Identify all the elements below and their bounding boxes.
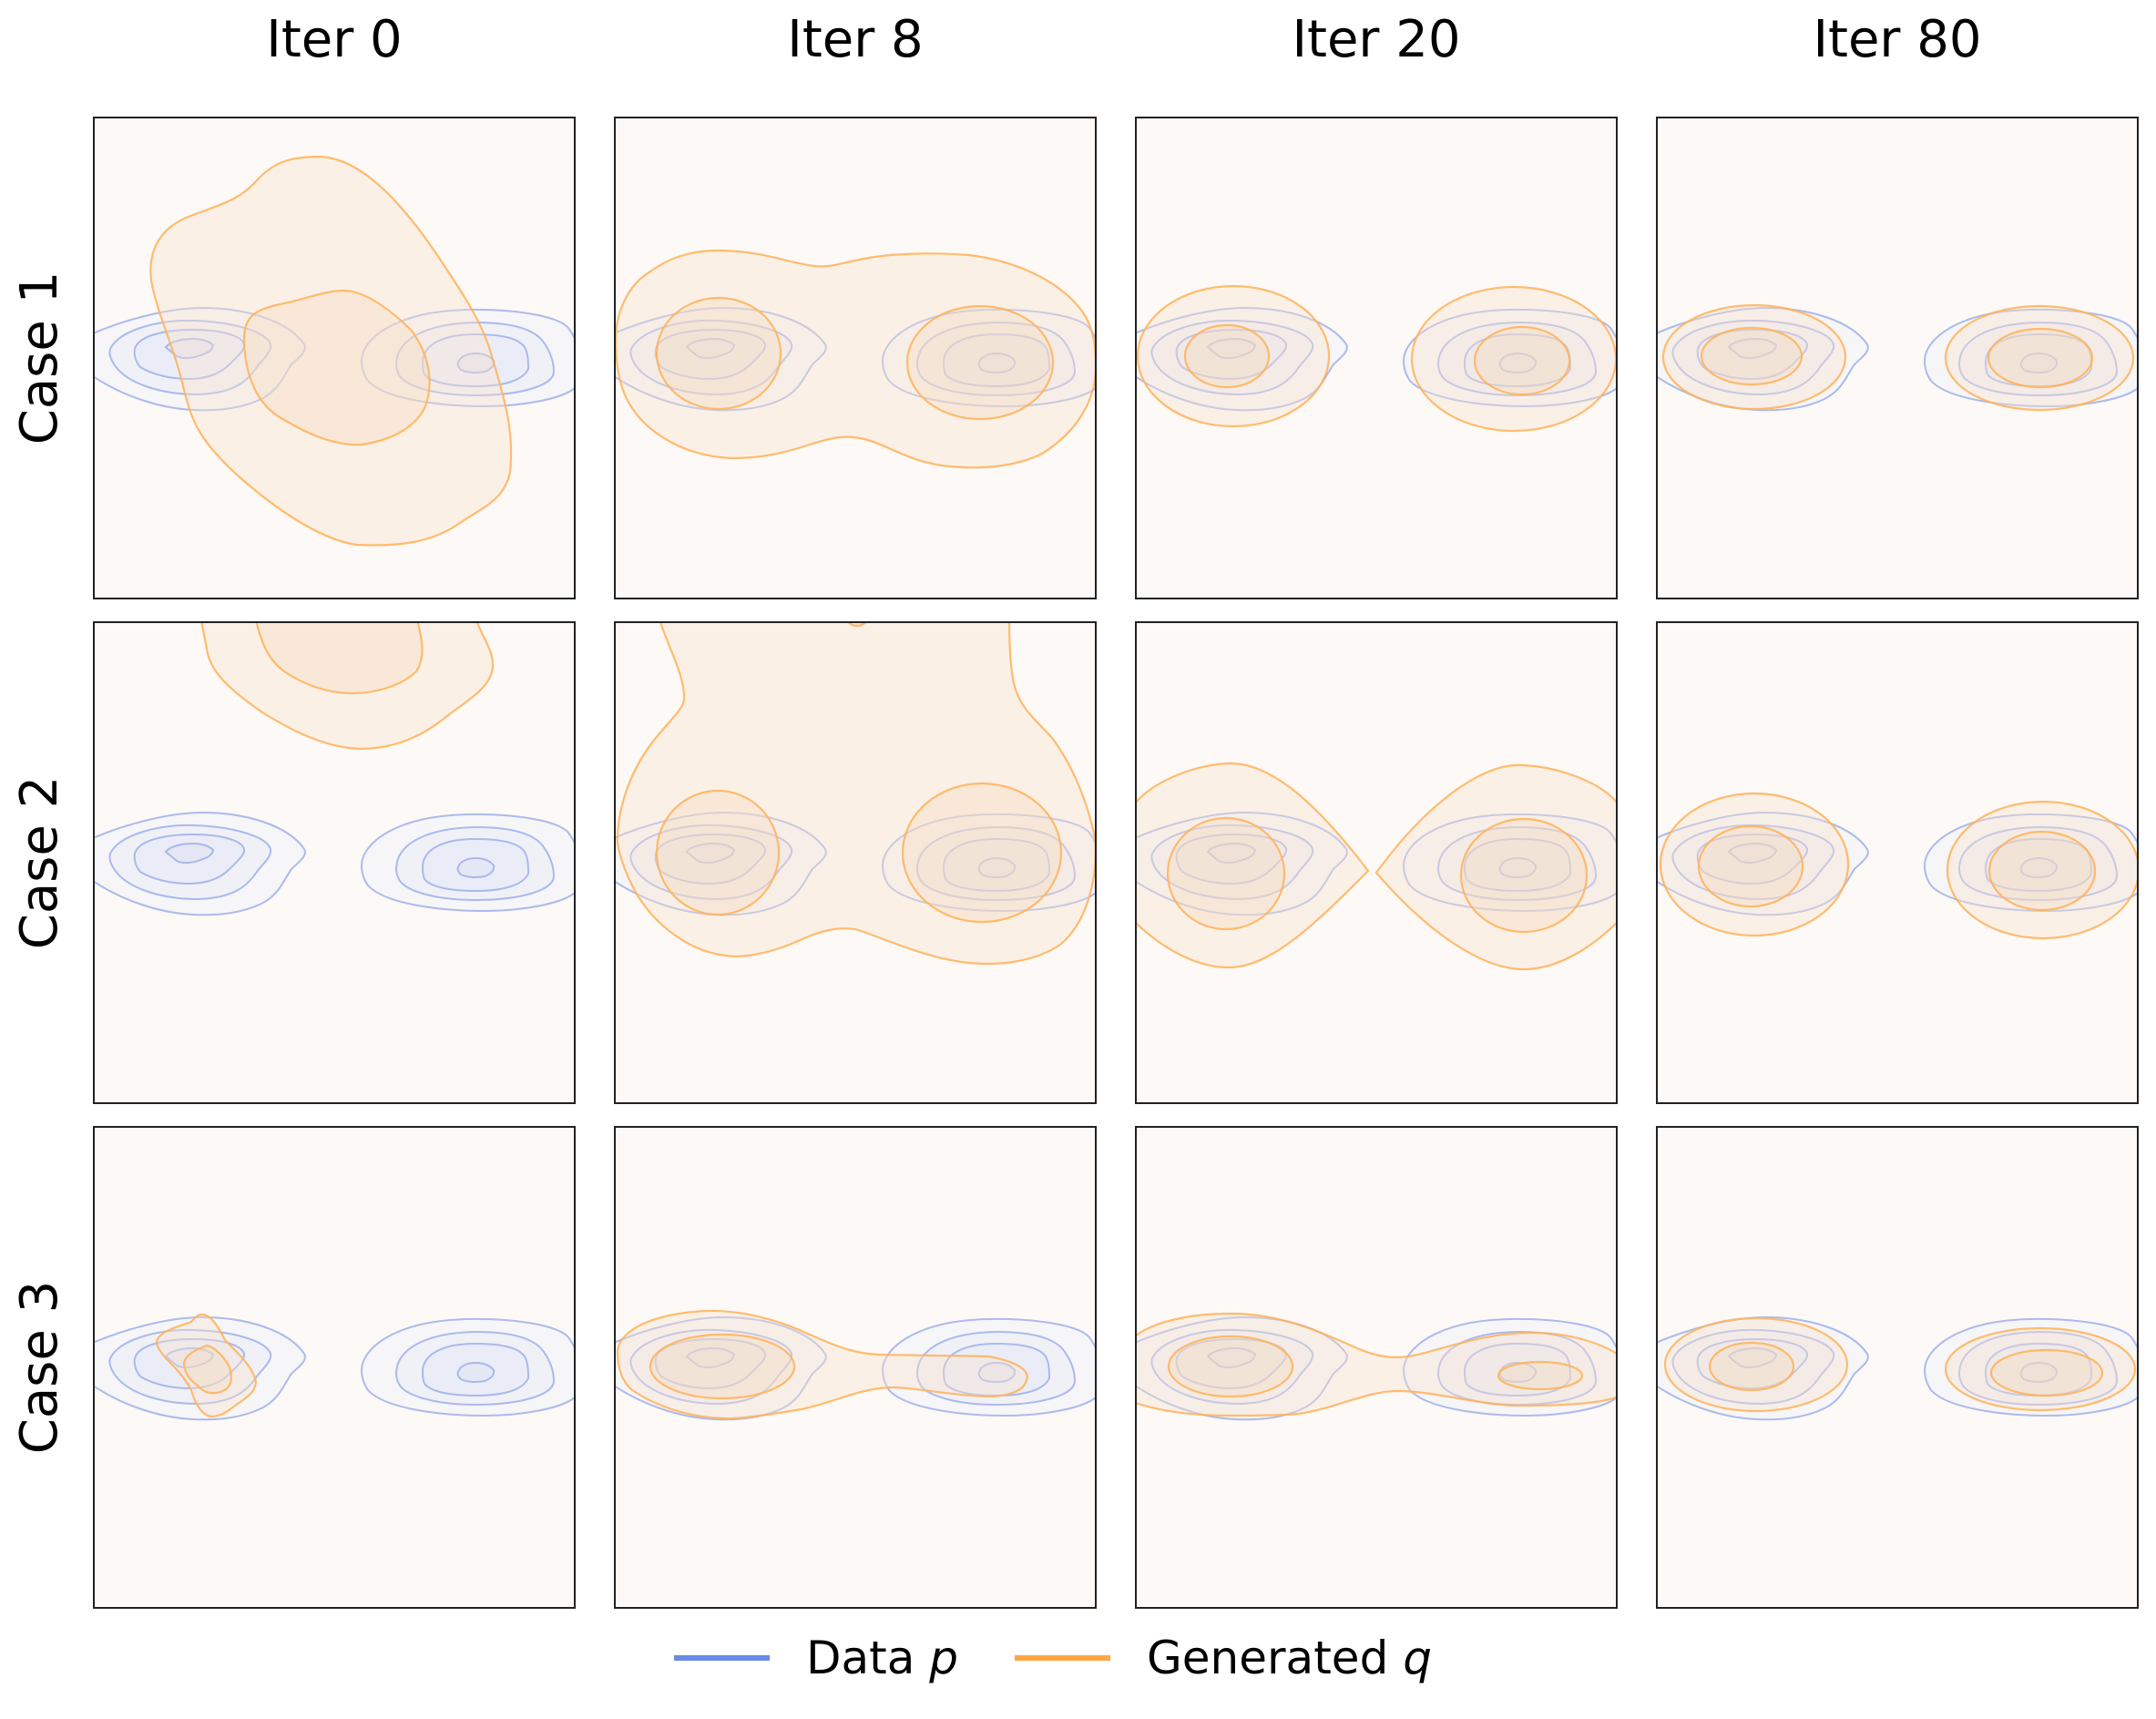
- legend-item-generated-q: Generated q: [1015, 1631, 1432, 1685]
- column-title-iter-0: Iter 0: [266, 10, 403, 69]
- generated-q-contours: [149, 155, 513, 547]
- generated-q-contours: [1663, 1316, 2137, 1413]
- generated-q-contours: [1661, 303, 2135, 412]
- data-p-contours: [1658, 1315, 2137, 1421]
- generated-q-contours: [200, 623, 495, 751]
- row-label-text: Case 1: [10, 271, 70, 445]
- contour-plot: [1658, 792, 2137, 940]
- contour-panel-case-1-iter-80: [1656, 117, 2139, 599]
- contour-panel-case-1-iter-8: [614, 117, 1097, 599]
- contour-plot: [95, 155, 574, 547]
- generated-q-contours: [1137, 762, 1616, 971]
- row-label-case-2: Case 2: [10, 621, 70, 1104]
- legend: Data p Generated q: [674, 1631, 1488, 1685]
- row-label-text: Case 2: [10, 775, 70, 950]
- legend-line-orange-icon: [1015, 1655, 1111, 1661]
- legend-item-data-p: Data p: [674, 1631, 958, 1685]
- data-p-contours: [95, 306, 574, 412]
- generated-q-contours: [1659, 792, 2137, 940]
- data-p-contours: [616, 811, 1095, 916]
- contour-panel-case-3-iter-0: [93, 1126, 576, 1609]
- column-title-iter-20: Iter 20: [1292, 10, 1461, 69]
- contour-plot: [616, 1309, 1095, 1421]
- contour-panel-case-2-iter-0: [93, 621, 576, 1104]
- legend-label: Data p: [806, 1632, 959, 1684]
- legend-line-blue-icon: [674, 1655, 770, 1661]
- contour-panel-case-2-iter-20: [1135, 621, 1618, 1104]
- legend-label: Generated q: [1147, 1632, 1432, 1684]
- data-p-contours: [95, 1315, 574, 1421]
- column-title-iter-80: Iter 80: [1813, 10, 1982, 69]
- contour-panel-case-2-iter-8: [614, 621, 1097, 1104]
- contour-plot: [1137, 284, 1616, 433]
- data-p-contours: [1658, 811, 2137, 916]
- data-p-contours: [1137, 811, 1616, 916]
- generated-q-contours: [1137, 1312, 1616, 1417]
- contour-plot: [1137, 762, 1616, 971]
- contour-panel-case-3-iter-80: [1656, 1126, 2139, 1609]
- row-label-case-3: Case 3: [10, 1126, 70, 1609]
- column-title-iter-8: Iter 8: [787, 10, 924, 69]
- contour-plot: [95, 623, 574, 916]
- contour-panel-case-2-iter-80: [1656, 621, 2139, 1104]
- contour-plot: [616, 249, 1095, 469]
- contour-plot: [1137, 1312, 1616, 1421]
- generated-q-contours: [616, 623, 1095, 966]
- contour-panel-case-3-iter-20: [1135, 1126, 1618, 1609]
- contour-plot: [616, 623, 1095, 966]
- contour-panel-case-3-iter-8: [614, 1126, 1097, 1609]
- data-p-contours: [1137, 1315, 1616, 1421]
- data-p-contours: [95, 811, 574, 916]
- generated-q-contours: [155, 1313, 258, 1418]
- row-label-text: Case 3: [10, 1280, 70, 1455]
- contour-plot: [1658, 303, 2137, 412]
- generated-q-contours: [616, 1309, 1028, 1420]
- data-p-contours: [1137, 306, 1616, 412]
- contour-plot: [95, 1313, 574, 1421]
- generated-q-contours: [616, 249, 1095, 469]
- contour-plot: [1658, 1315, 2137, 1421]
- contour-panel-case-1-iter-20: [1135, 117, 1618, 599]
- generated-q-contours: [1137, 284, 1616, 433]
- row-label-case-1: Case 1: [10, 117, 70, 599]
- contour-panel-case-1-iter-0: [93, 117, 576, 599]
